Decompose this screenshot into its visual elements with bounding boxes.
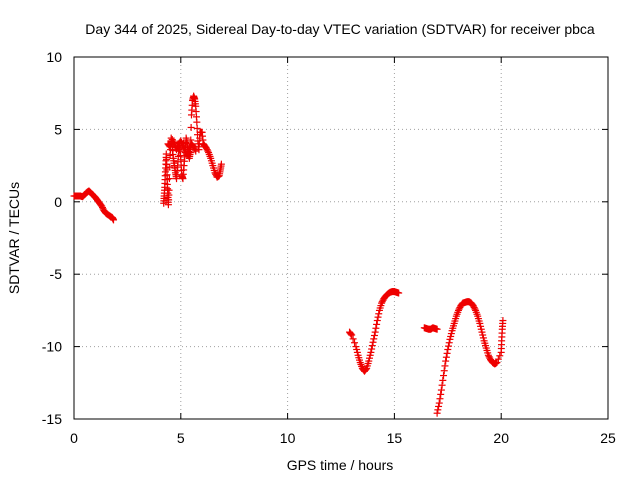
data-point [362,365,370,373]
data-point [493,359,501,367]
data-point [435,402,443,410]
data-point [440,372,448,380]
data-point [442,353,450,361]
data-point [445,339,453,347]
data-point [367,348,375,356]
data-point [443,349,451,357]
x-tick-label: 10 [280,430,296,446]
data-point [370,331,378,339]
data-point [110,216,118,224]
data-point [436,395,444,403]
data-marks [70,92,507,417]
data-point [496,352,504,360]
data-point [187,123,195,131]
y-tick-labels: -15 -10 -5 0 5 10 [42,49,62,427]
y-tick-label: 5 [54,121,62,137]
data-point [191,146,199,154]
y-tick-label: -5 [50,266,63,282]
data-point [166,163,174,171]
data-point [433,409,441,417]
x-axis-label: GPS time / hours [287,457,394,473]
x-tick-label: 0 [70,430,78,446]
data-point [373,317,381,325]
x-tick-labels: 0 5 10 15 20 25 [70,430,616,446]
data-point [445,342,453,350]
data-point [192,147,200,155]
data-point [434,406,442,414]
data-point [442,357,450,365]
data-point [217,160,225,168]
chart-title: Day 344 of 2025, Sidereal Day-to-day VTE… [85,21,595,37]
data-point [373,320,381,328]
data-point [433,325,441,333]
plot-frame [73,56,609,420]
data-point [444,345,452,353]
data-point [178,140,186,148]
data-point [494,355,502,363]
x-tick-label: 25 [600,430,616,446]
data-point [368,345,376,353]
y-tick-label: -15 [42,411,62,427]
data-point [435,399,443,407]
data-point [439,376,447,384]
data-point [372,324,380,332]
x-tick-label: 15 [387,430,403,446]
data-point [165,186,173,194]
data-point [348,331,356,339]
y-tick-label: 0 [54,194,62,210]
data-point [370,335,378,343]
grid-lines [74,57,608,419]
data-point [369,338,377,346]
data-point [499,317,507,325]
data-point [471,305,479,313]
data-point [193,118,201,126]
data-point [349,335,357,343]
data-point [351,339,359,347]
data-point [375,310,383,318]
x-tick-label: 20 [493,430,509,446]
axis-ticks [73,56,609,420]
data-point [440,367,448,375]
y-tick-label: 10 [46,49,62,65]
data-point [165,175,173,183]
data-point [438,381,446,389]
data-point [374,313,382,321]
y-tick-label: -10 [42,339,62,355]
data-point [437,390,445,398]
data-point [437,386,445,394]
data-point [193,124,201,132]
data-point [368,342,376,350]
y-axis-label: SDTVAR / TECUs [6,182,22,294]
data-point [395,289,403,297]
data-point [441,362,449,370]
data-point [204,147,212,155]
data-point [347,330,355,338]
data-point [371,328,379,336]
x-tick-label: 5 [177,430,185,446]
